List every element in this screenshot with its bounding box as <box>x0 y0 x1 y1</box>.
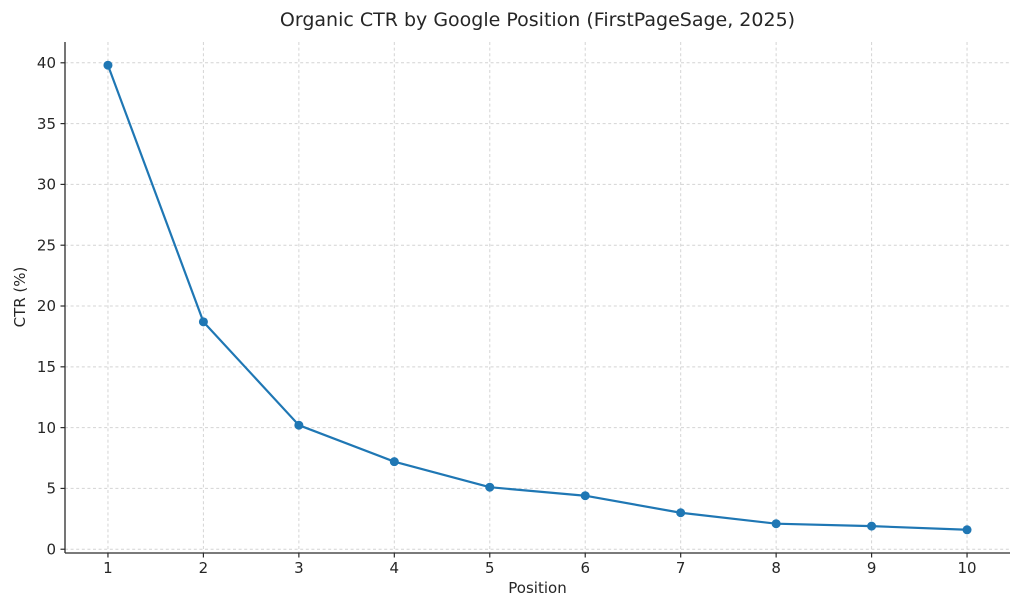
ctr-data-point <box>867 521 877 531</box>
ctr-data-point <box>198 317 208 327</box>
x-tick-label: 9 <box>867 559 877 577</box>
chart-title: Organic CTR by Google Position (FirstPag… <box>279 9 796 31</box>
x-tick-label: 1 <box>103 559 113 577</box>
y-tick-label: 20 <box>37 297 56 315</box>
x-tick-label: 3 <box>294 559 304 577</box>
ctr-data-point <box>771 519 781 529</box>
ctr-data-point <box>485 482 495 492</box>
x-tick-label: 5 <box>485 559 495 577</box>
ctr-data-point <box>676 508 686 518</box>
y-axis-label: CTR (%) <box>11 266 29 328</box>
x-tick-label: 10 <box>957 559 976 577</box>
y-tick-label: 40 <box>37 54 56 72</box>
x-tick-label: 4 <box>390 559 400 577</box>
y-tick-label: 30 <box>37 176 56 194</box>
ctr-data-point <box>294 420 304 430</box>
ctr-data-line <box>106 64 969 531</box>
ctr-data-point <box>580 491 590 501</box>
y-tick-label: 15 <box>37 358 56 376</box>
x-tick-label: 6 <box>580 559 590 577</box>
x-tick-label: 8 <box>771 559 781 577</box>
x-axis-label: Position <box>508 579 567 597</box>
y-tick-label: 25 <box>37 236 56 254</box>
ctr-data-point <box>389 457 399 467</box>
x-tick-label: 7 <box>676 559 686 577</box>
x-tick-label: 2 <box>199 559 209 577</box>
y-tick-label: 5 <box>46 480 56 498</box>
y-tick-label: 35 <box>37 115 56 133</box>
y-tick-label: 10 <box>37 419 56 437</box>
ctr-data-point <box>103 60 113 70</box>
y-tick-label: 0 <box>46 540 56 558</box>
ctr-data-point <box>962 525 972 535</box>
